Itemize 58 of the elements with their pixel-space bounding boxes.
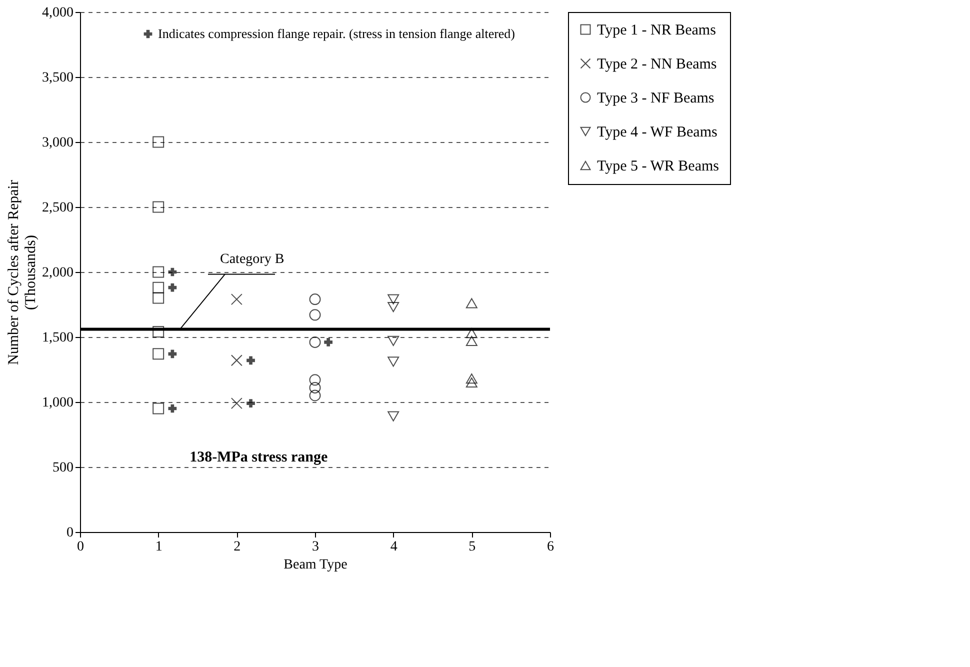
y-tick-label: 1,000 <box>42 396 74 410</box>
point <box>466 336 478 346</box>
point <box>466 328 478 338</box>
point <box>466 377 478 388</box>
annotation: 138-MPa stress range <box>190 450 328 466</box>
x-tick-label: 3 <box>312 540 319 554</box>
point <box>466 298 478 308</box>
point <box>152 136 164 148</box>
point <box>152 201 164 213</box>
legend-label: Indicates compression flange repair. (stress in tension flange altered) <box>158 26 516 41</box>
y-axis-title: Number of Cycles after Repair (Thousands) <box>6 180 39 365</box>
point <box>309 336 321 348</box>
point <box>152 292 164 304</box>
point <box>309 309 321 321</box>
ref-line-label: Category B <box>220 252 284 268</box>
x-tick-label: 2 <box>234 540 241 554</box>
x-tick-label: 0 <box>77 540 84 554</box>
point <box>230 398 242 410</box>
point <box>152 402 164 414</box>
y-tick-label: 4,000 <box>42 6 74 20</box>
y-tick-label: 0 <box>66 526 74 540</box>
point <box>230 294 242 306</box>
point <box>309 374 321 386</box>
point <box>230 354 242 366</box>
point <box>388 302 400 312</box>
point <box>309 390 321 402</box>
point <box>388 356 400 367</box>
point <box>152 348 164 360</box>
point <box>152 266 164 278</box>
point <box>309 294 321 306</box>
y-tick-label: 2,500 <box>42 200 74 216</box>
point <box>309 382 321 394</box>
y-tick-label: 1,500 <box>42 330 74 346</box>
point <box>388 336 400 346</box>
point <box>388 294 400 304</box>
x-tick-label: 4 <box>390 540 398 554</box>
legend-label: Type 2 - NN Beams <box>597 56 717 72</box>
y-tick-label: 2,000 <box>42 266 74 280</box>
y-tick-label: 500 <box>52 460 74 476</box>
legend-label: Type 5 - WR Beams <box>597 158 720 174</box>
point <box>152 326 164 338</box>
point <box>168 283 177 292</box>
y-tick-label: 3,500 <box>42 70 74 86</box>
point <box>324 338 332 346</box>
point <box>152 282 164 294</box>
legend-label: Type 1 - NR Beams <box>597 22 716 38</box>
point <box>388 411 400 422</box>
x-tick-label: 6 <box>547 540 554 554</box>
point <box>168 350 177 358</box>
point <box>466 374 478 384</box>
y-tick-label: 3,000 <box>42 136 74 150</box>
x-axis-title: Beam Type <box>284 558 348 572</box>
x-tick-label: 5 <box>468 540 476 554</box>
legend-label: Type 3 - NF Beams <box>597 90 714 106</box>
legend-label: Type 4 - WF Beams <box>597 124 718 140</box>
point <box>246 399 255 408</box>
x-tick-label: 1 <box>155 540 162 554</box>
point <box>246 356 255 365</box>
